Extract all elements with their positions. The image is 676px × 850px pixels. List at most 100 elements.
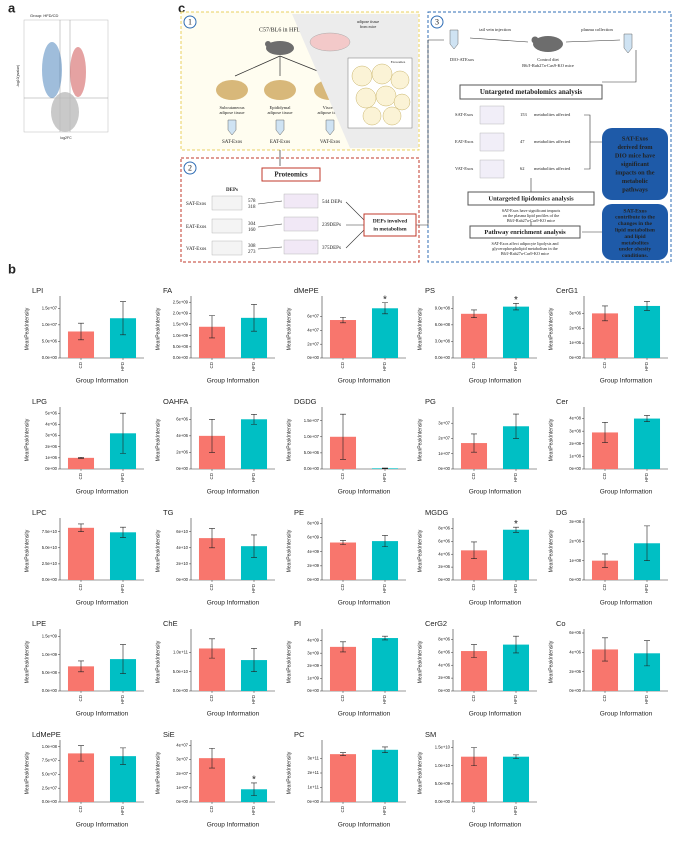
y-tick-label: 1.5e+09 xyxy=(173,322,189,327)
y-tick-label: 0e+00 xyxy=(569,466,581,471)
thumbnail xyxy=(283,193,319,209)
error-bar xyxy=(340,641,346,653)
y-tick-label: 0.0e+00 xyxy=(304,466,320,471)
y-tick-label: 2e+11 xyxy=(308,770,320,775)
chart-title: LPC xyxy=(32,508,47,517)
metab-rows: SAT-Exos 153 metabolites affected EAT-Ex… xyxy=(455,105,571,179)
label: from mice xyxy=(360,24,377,29)
chart-title: PS xyxy=(425,286,435,295)
bar-chart: MGDG MeanPeakIntensity Group Information 0e… xyxy=(417,508,537,607)
x-tick-label: CD xyxy=(602,361,607,368)
chart-title: LPI xyxy=(32,286,43,295)
y-tick-label: 5.0e+06 xyxy=(42,339,58,344)
y-tick-label: 6e+07 xyxy=(307,314,319,319)
error-bar xyxy=(644,415,650,423)
bar-chart: LPI MeanPeakIntensity Group Information 0.0… xyxy=(24,286,144,385)
label: tail vein injection xyxy=(479,27,511,32)
x-axis-label: Group Information xyxy=(207,600,260,607)
y-axis-label: MeanPeakIntensity xyxy=(417,418,423,461)
label: Untargeted metabolomics analysis xyxy=(480,88,583,96)
label: 544 DEPs xyxy=(322,200,342,205)
tube-icon xyxy=(227,119,335,136)
y-tick-label: 1e+11 xyxy=(308,785,320,790)
x-axis-label: Group Information xyxy=(76,378,129,385)
error-bar xyxy=(471,541,477,560)
y-tick-label: 1.0e+07 xyxy=(42,322,58,327)
y-tick-label: 0e+00 xyxy=(438,466,450,471)
thumbnail xyxy=(479,159,505,179)
y-tick-label: 1e+08 xyxy=(569,454,581,459)
step-number: 3 xyxy=(435,17,439,26)
x-tick-label: CD xyxy=(602,694,607,701)
y-tick-label: 4e+07 xyxy=(176,743,188,748)
label: DEPs involved xyxy=(373,218,407,224)
y-axis-label: MeanPeakIntensity xyxy=(155,640,161,683)
error-bar xyxy=(602,422,608,443)
y-tick-label: 4e+07 xyxy=(307,327,319,332)
label: glycerophospholipid metabolism in the xyxy=(492,246,558,251)
label: conditions. xyxy=(622,253,649,259)
y-tick-label: 0e+00 xyxy=(438,688,450,693)
y-tick-label: 0e+00 xyxy=(569,577,581,582)
error-bar xyxy=(340,413,346,460)
error-bar xyxy=(251,648,257,672)
x-tick-label: CD xyxy=(209,583,214,590)
y-tick-label: 0.0e+00 xyxy=(173,355,189,360)
x-tick-label: CD xyxy=(209,472,214,479)
x-tick-label: HFD xyxy=(251,472,256,482)
label: metabolites affected xyxy=(534,139,571,144)
error-bar xyxy=(78,456,84,459)
tissue-icon xyxy=(216,80,248,100)
error-bar xyxy=(382,467,388,469)
panel-label: b xyxy=(8,261,16,276)
x-axis-label: log2FC xyxy=(60,136,72,140)
error-bar xyxy=(251,534,257,558)
label: EAT-Exos xyxy=(270,140,290,145)
x-axis-label: Group Information xyxy=(76,711,129,718)
error-bar xyxy=(513,303,519,311)
chart-title: LPG xyxy=(32,397,47,406)
volcano-title: Group: HFD/CD xyxy=(30,13,59,18)
x-axis-label: Group Information xyxy=(338,822,391,829)
y-tick-label: 3e+08 xyxy=(569,519,581,524)
bar xyxy=(633,418,661,469)
x-axis-label: Group Information xyxy=(469,600,522,607)
y-axis-label: MeanPeakIntensity xyxy=(155,307,161,350)
y-tick-label: 0.0e+00 xyxy=(42,355,58,360)
significance: * xyxy=(514,295,518,306)
y-tick-label: 1e+09 xyxy=(307,676,319,681)
x-tick-label: CD xyxy=(78,694,83,701)
x-axis-label: Group Information xyxy=(338,600,391,607)
x-axis-label: Group Information xyxy=(469,489,522,496)
error-bar xyxy=(78,523,84,532)
chart-title: LPE xyxy=(32,619,46,628)
cells-icon xyxy=(351,63,411,126)
y-tick-label: 0.0e+00 xyxy=(42,577,58,582)
x-axis-label: Group Information xyxy=(469,822,522,829)
label: 273 xyxy=(248,250,256,255)
label: VAT-Exos xyxy=(186,247,206,252)
label: adipose tissue xyxy=(357,19,380,24)
y-tick-label: 4e+10 xyxy=(176,545,188,550)
bar-chart: DG MeanPeakIntensity Group Information 0e+0… xyxy=(548,508,668,607)
x-tick-label: HFD xyxy=(382,361,387,371)
x-tick-label: HFD xyxy=(120,361,125,371)
y-tick-label: 2e+06 xyxy=(45,444,57,449)
arrow xyxy=(530,114,602,233)
y-tick-label: 2e+06 xyxy=(569,325,581,330)
y-axis-label: MeanPeakIntensity xyxy=(548,529,554,572)
x-axis-label: Group Information xyxy=(207,489,260,496)
error-bar xyxy=(120,747,126,765)
label: metabolic xyxy=(622,178,648,185)
label: metabolites xyxy=(621,240,649,246)
arrow xyxy=(469,37,637,83)
chart-title: MGDG xyxy=(425,508,448,517)
dep-rows: SAT-Exos 578 318 EAT-Exos 304 160 VAT-Ex… xyxy=(186,193,342,256)
y-tick-label: 6e+10 xyxy=(176,529,188,534)
y-tick-label: 0.0e+00 xyxy=(42,799,58,804)
y-tick-label: 5.0e+08 xyxy=(42,670,58,675)
error-bar xyxy=(513,754,519,759)
bar-chart: Co MeanPeakIntensity Group Information 0e+0… xyxy=(548,619,668,718)
y-axis-label: MeanPeakIntensity xyxy=(417,307,423,350)
label: Subcutaneous xyxy=(220,105,245,110)
